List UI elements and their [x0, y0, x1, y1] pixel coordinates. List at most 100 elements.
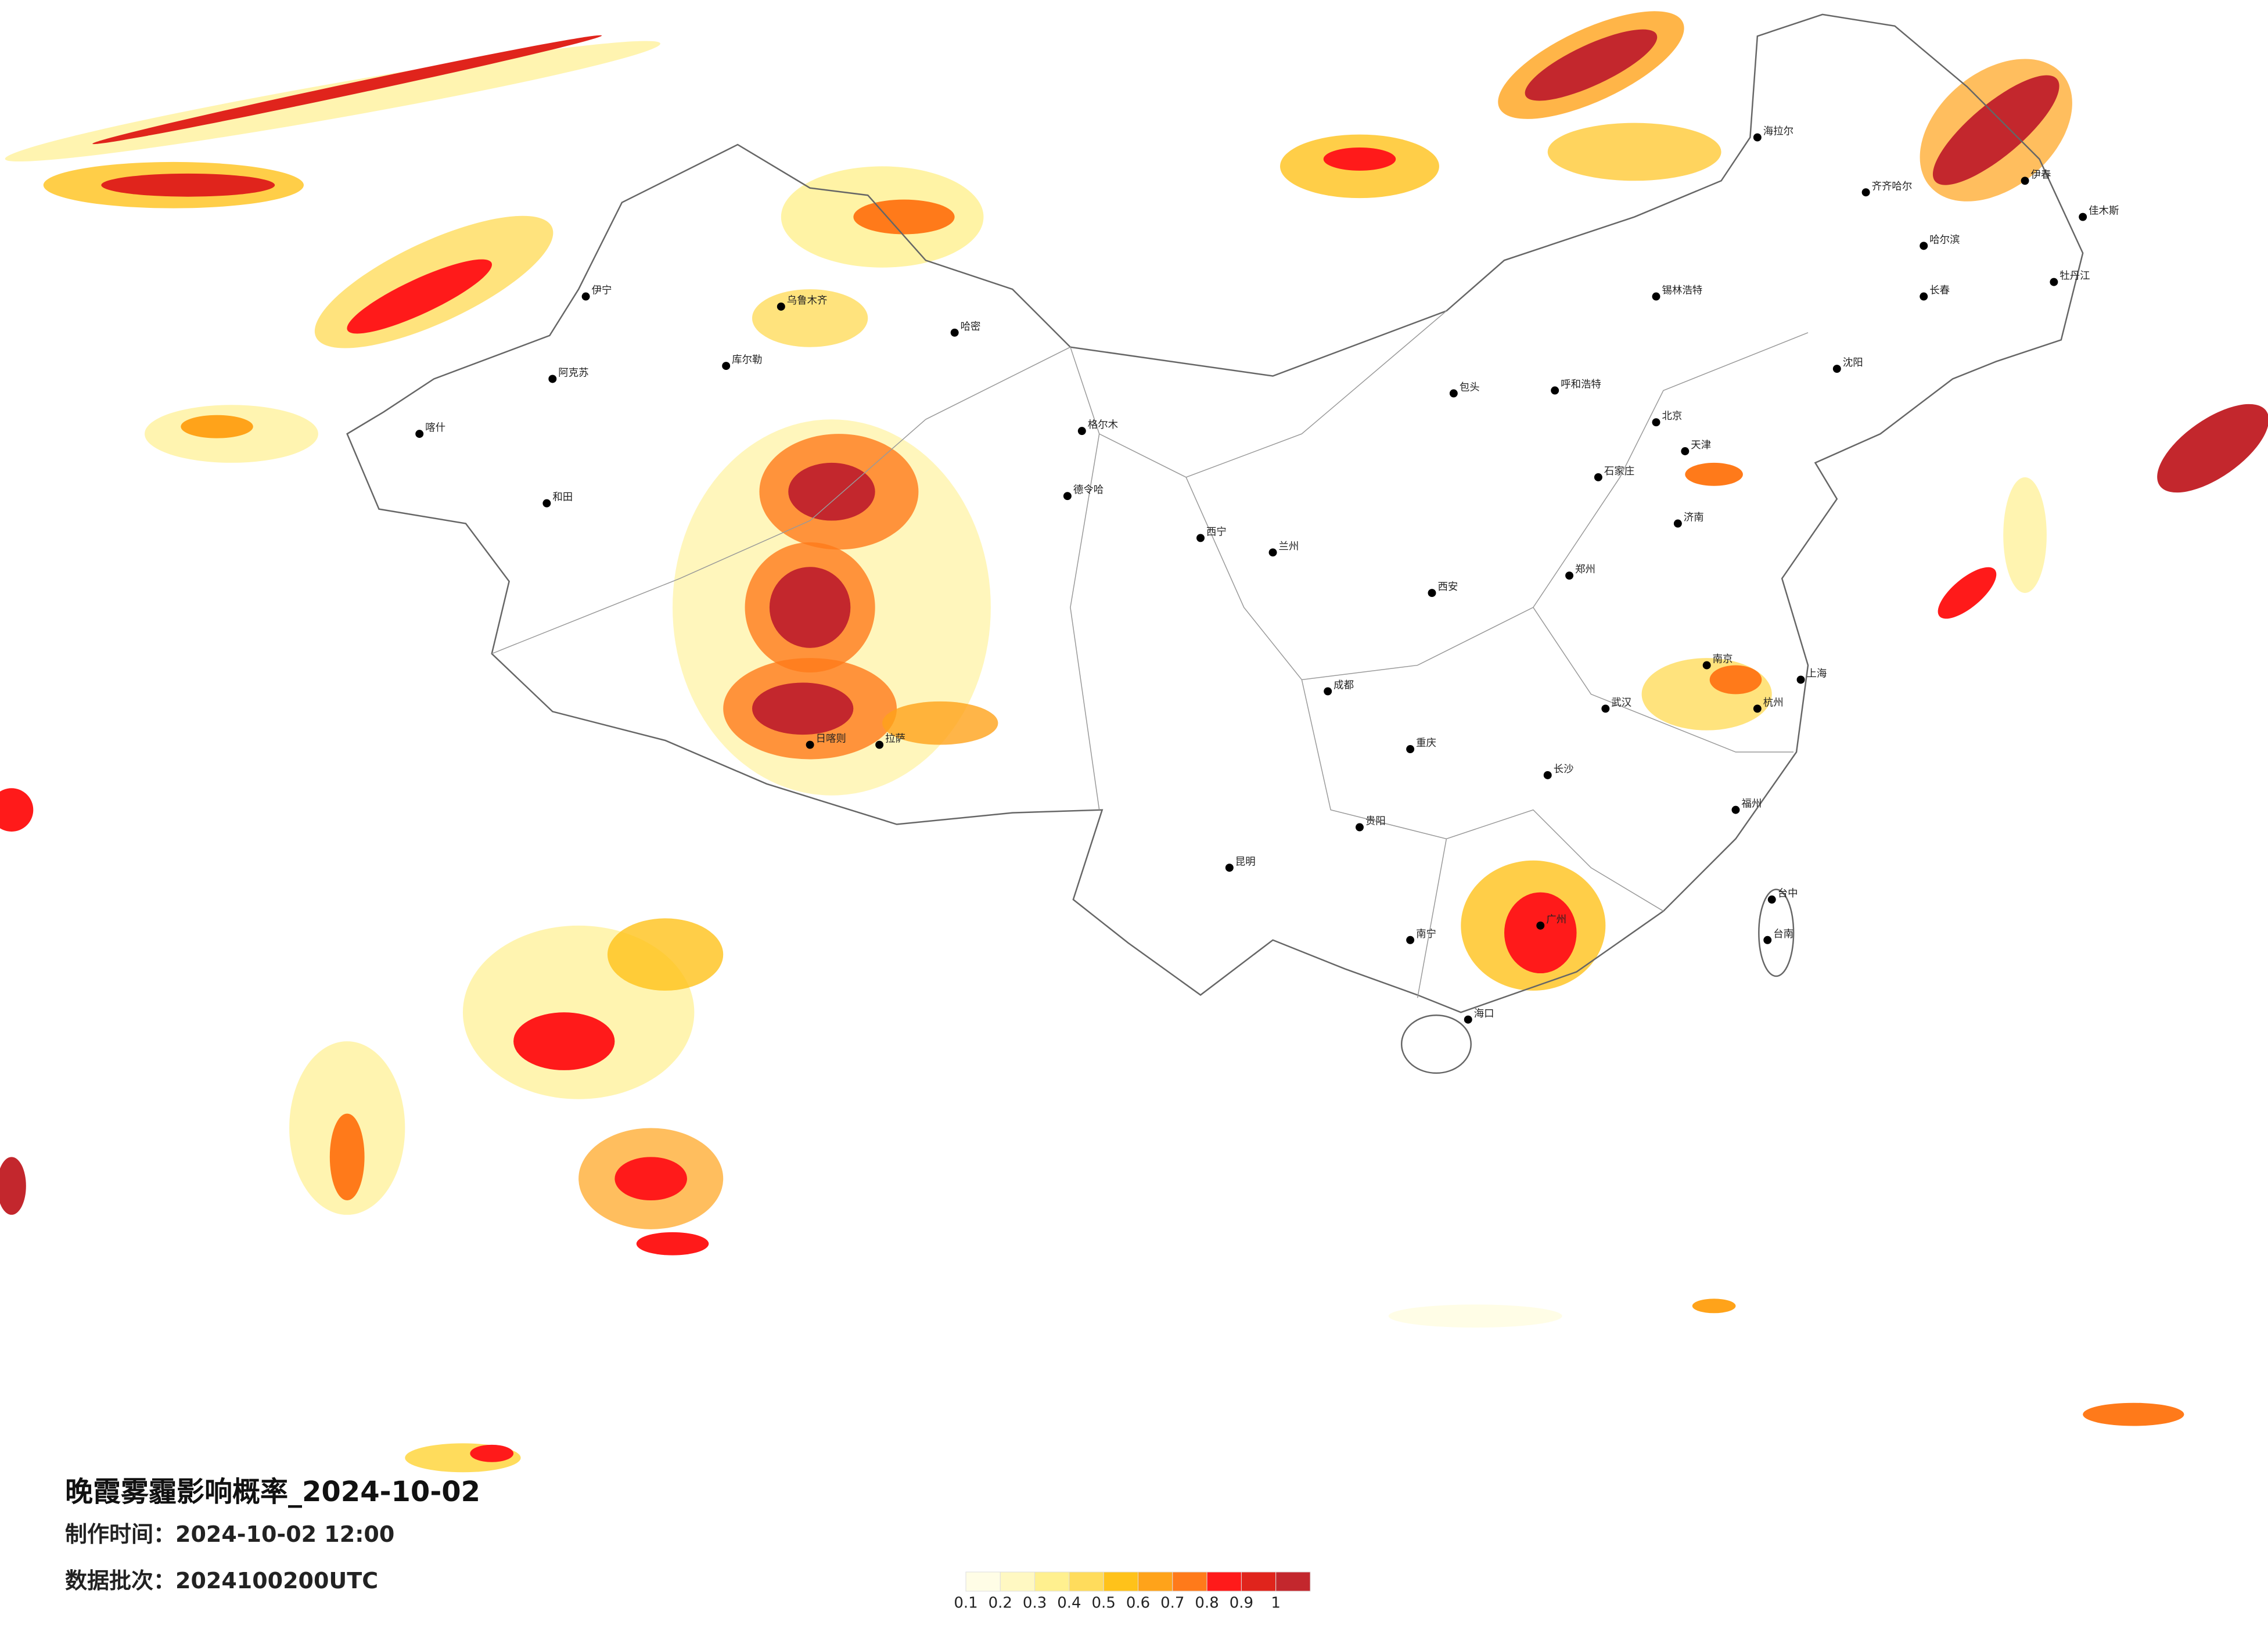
city-dot: [875, 740, 884, 749]
city-dot: [415, 430, 424, 438]
city-dot: [1196, 534, 1205, 542]
city-label: 重庆: [1416, 738, 1436, 749]
legend-tick-label: 0.7: [1160, 1594, 1184, 1611]
city-dot: [1594, 473, 1602, 481]
city-label: 包头: [1460, 382, 1480, 393]
city-dot: [1551, 386, 1559, 395]
city-dot: [950, 328, 959, 337]
legend-tick-label: 0.9: [1230, 1594, 1253, 1611]
legend-swatch: [1138, 1571, 1173, 1592]
legend-tick-label: 0.1: [954, 1594, 977, 1611]
city-label: 阿克苏: [558, 368, 588, 379]
city-label: 上海: [1807, 668, 1827, 680]
city-dot: [542, 499, 551, 508]
city-label: 石家庄: [1604, 466, 1634, 477]
city-label: 锡林浩特: [1662, 285, 1702, 297]
city-dot: [1861, 188, 1870, 197]
hainan-outline: [1400, 1015, 1472, 1074]
city-dot: [2050, 278, 2058, 286]
city-dot: [1753, 133, 1762, 142]
legend-tick-label: 0.8: [1195, 1594, 1219, 1611]
city-label: 德令哈: [1073, 484, 1104, 496]
legend-tick-label: 0.5: [1092, 1594, 1116, 1611]
city-dot: [777, 302, 785, 311]
city-label: 福州: [1741, 798, 1762, 810]
city-dot: [1652, 292, 1660, 301]
city-dot: [1063, 492, 1072, 501]
city-label: 济南: [1684, 512, 1704, 524]
city-dot: [1767, 895, 1776, 904]
city-dot: [1324, 687, 1332, 696]
production-time-value: 2024-10-02 12:00: [175, 1521, 394, 1547]
data-batch-value: 2024100200UTC: [175, 1568, 378, 1593]
city-label: 和田: [552, 492, 573, 503]
city-dot: [1702, 661, 1711, 670]
city-label: 昆明: [1235, 856, 1256, 868]
city-label: 海口: [1474, 1008, 1494, 1020]
city-dot: [2021, 177, 2029, 185]
city-dot: [1077, 427, 1086, 436]
city-label: 呼和浩特: [1561, 379, 1601, 390]
legend-tick-label: 1: [1271, 1594, 1281, 1611]
city-label: 喀什: [425, 422, 445, 434]
city-label: 兰州: [1279, 541, 1299, 552]
color-legend: 0.1 0.2 0.3 0.4 0.5 0.6 0.7 0.8 0.9 1: [954, 1571, 1311, 1611]
city-dot: [1449, 389, 1458, 398]
city-dot: [1731, 805, 1740, 814]
city-dot: [806, 740, 814, 749]
city-dot: [1406, 936, 1415, 944]
city-label: 广州: [1546, 914, 1566, 926]
legend-swatch: [1069, 1571, 1104, 1592]
data-batch-label: 数据批次：: [65, 1568, 175, 1593]
legend-swatch: [1172, 1571, 1207, 1592]
city-label: 郑州: [1575, 564, 1595, 575]
city-dot: [1920, 292, 1928, 301]
city-label: 哈尔滨: [1929, 234, 1960, 246]
city-label: 武汉: [1611, 697, 1631, 708]
city-label: 南宁: [1416, 929, 1436, 940]
city-label: 台中: [1778, 888, 1798, 900]
city-label: 日喀则: [816, 733, 846, 745]
legend-tick-label: 0.2: [989, 1594, 1012, 1611]
city-dot: [1673, 519, 1682, 528]
city-dot: [1543, 771, 1552, 779]
city-dot: [1268, 548, 1277, 557]
city-label: 牡丹江: [2059, 271, 2090, 282]
legend-tick-label: 0.4: [1057, 1594, 1081, 1611]
city-label: 长春: [1929, 285, 1950, 297]
city-dot: [1464, 1015, 1472, 1024]
city-dot: [1652, 418, 1660, 427]
city-label: 西宁: [1206, 526, 1227, 538]
city-dot: [1536, 921, 1545, 930]
city-label: 沈阳: [1843, 357, 1863, 369]
legend-swatch: [1034, 1571, 1070, 1592]
country-outline: [346, 13, 2084, 1013]
city-dot: [1753, 704, 1762, 713]
city-dot: [1428, 589, 1436, 598]
city-label: 台南: [1773, 929, 1793, 940]
city-label: 佳木斯: [2089, 206, 2119, 217]
city-dot: [1832, 365, 1841, 373]
haze-patches: [0, 11, 2268, 1473]
city-label: 海拉尔: [1763, 126, 1793, 138]
city-label: 伊春: [2031, 169, 2051, 181]
city-label: 格尔木: [1088, 419, 1118, 431]
legend-swatch: [1103, 1571, 1138, 1592]
city-label: 杭州: [1763, 697, 1784, 708]
production-time: 制作时间：2024-10-02 12:00: [65, 1521, 394, 1547]
city-label: 北京: [1662, 411, 1682, 422]
city-label: 伊宁: [592, 285, 612, 297]
city-dot: [1225, 864, 1234, 872]
map-title: 晚霞雾霾影响概率_2024-10-02: [65, 1476, 480, 1508]
city-label: 哈密: [961, 321, 981, 333]
legend-tick-label: 0.6: [1126, 1594, 1150, 1611]
city-label: 贵阳: [1365, 816, 1386, 828]
legend-tick-label: 0.3: [1023, 1594, 1047, 1611]
data-batch: 数据批次：2024100200UTC: [65, 1568, 378, 1593]
taiwan-outline: [1758, 888, 1795, 977]
city-dot: [581, 292, 590, 301]
city-dot: [1565, 571, 1574, 580]
city-dot: [1601, 704, 1610, 713]
